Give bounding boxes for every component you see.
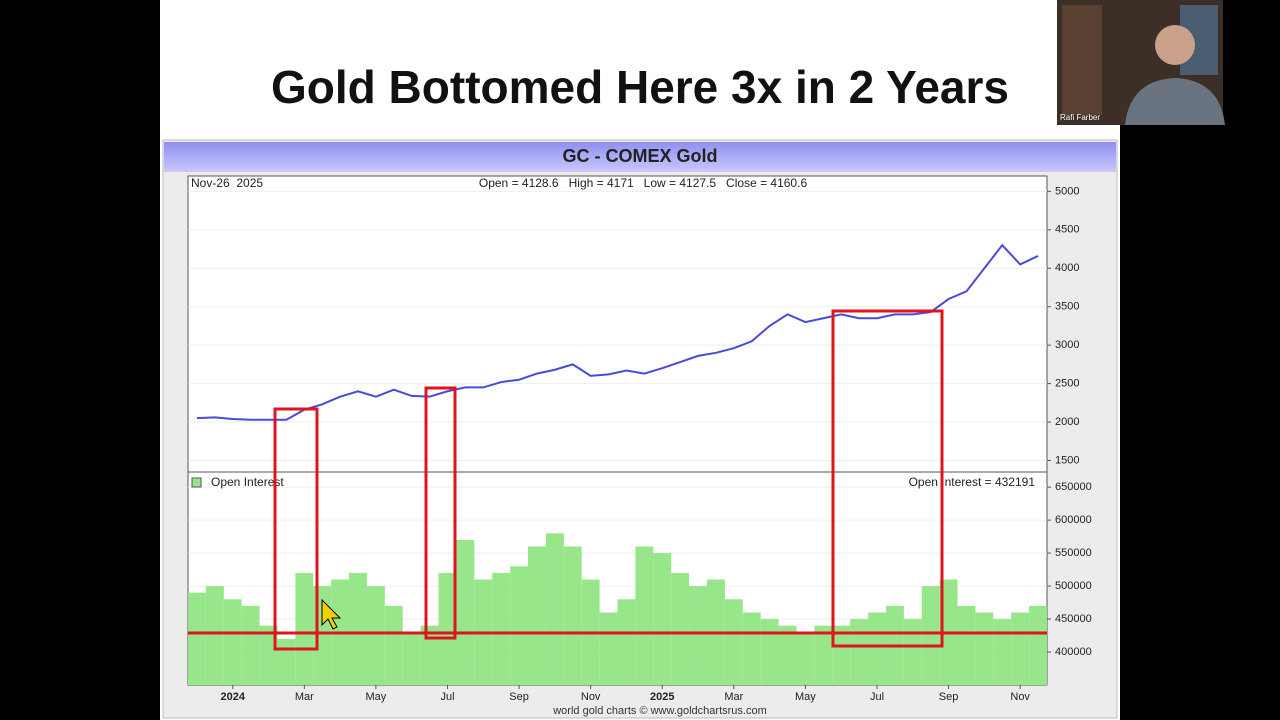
oi-bar — [492, 572, 511, 685]
y-tick-label: 2500 — [1055, 377, 1079, 389]
highlight-box — [831, 309, 944, 648]
y-tick-label: 400000 — [1055, 646, 1092, 658]
y-tick-label: 3500 — [1055, 301, 1079, 313]
oi-bar — [438, 572, 457, 685]
webcam: Rafi Farber — [1057, 0, 1225, 125]
oi-bar — [921, 586, 940, 685]
oi-bar — [420, 625, 439, 685]
y-tick-label: 2000 — [1055, 416, 1079, 428]
oi-bar — [760, 619, 779, 685]
oi-info: Open Interest = 432191 — [909, 475, 1036, 489]
oi-bar — [635, 546, 654, 685]
oi-bar — [277, 638, 296, 685]
y-tick-label: 650000 — [1055, 481, 1092, 493]
highlight-box — [424, 386, 457, 640]
oi-bar — [510, 566, 529, 685]
oi-bar — [456, 539, 475, 685]
oi-bar — [957, 605, 976, 685]
x-tick-label: Nov — [581, 691, 601, 703]
chart-source: world gold charts © www.goldchartsrus.co… — [552, 705, 767, 717]
oi-bar — [868, 612, 886, 685]
chart-title: GC - COMEX Gold — [563, 146, 718, 166]
oi-bar — [402, 632, 421, 685]
y-tick-label: 500000 — [1055, 580, 1092, 592]
y-tick-label: 4000 — [1055, 262, 1079, 274]
oi-bar — [724, 599, 743, 685]
y-tick-label: 450000 — [1055, 613, 1092, 625]
oi-bar — [223, 599, 242, 685]
oi-bar — [349, 572, 367, 685]
y-tick-label: 600000 — [1055, 514, 1092, 526]
presenter-name: Rafi Farber — [1060, 113, 1100, 122]
oi-bar — [599, 612, 618, 685]
x-tick-label: Mar — [724, 691, 743, 703]
x-tick-label: 2024 — [220, 691, 245, 703]
ohlc-info: Open = 4128.6 High = 4171 Low = 4127.5 C… — [479, 176, 808, 190]
oi-bar — [742, 612, 761, 685]
legend-swatch — [191, 477, 202, 488]
oi-bar — [1029, 605, 1047, 685]
slide-title: Gold Bottomed Here 3x in 2 Years — [271, 61, 1009, 113]
oi-bar — [993, 619, 1012, 685]
oi-bar — [796, 632, 815, 685]
x-tick-label: May — [366, 691, 387, 703]
x-tick-label: 2025 — [650, 691, 674, 703]
x-tick-label: Sep — [939, 691, 959, 703]
y-tick-label: 1500 — [1055, 454, 1079, 466]
oi-bar — [778, 625, 797, 685]
y-tick-label: 550000 — [1055, 547, 1092, 559]
x-tick-label: Nov — [1010, 691, 1030, 703]
price-line — [196, 243, 1039, 421]
oi-bar — [563, 546, 582, 685]
oi-bar — [366, 586, 385, 685]
y-tick-label: 3000 — [1055, 339, 1079, 351]
marks: 1500 2000 2500 3000 3500 4000 4500 5000 400000 45… — [188, 185, 1092, 703]
x-tick-label: May — [795, 691, 816, 703]
chart-header — [164, 142, 1116, 172]
oi-bar — [188, 592, 206, 685]
oi-bar — [241, 605, 260, 685]
oi-bar — [295, 572, 314, 685]
cursor — [321, 598, 342, 630]
y-tick-label: 5000 — [1055, 185, 1079, 197]
oi-bar — [528, 546, 546, 685]
oi-bar — [1011, 612, 1030, 685]
oi-bar — [205, 586, 224, 685]
oi-bar — [384, 605, 403, 685]
oi-bar — [689, 586, 707, 685]
chart-date: Nov-26 2025 — [191, 176, 263, 190]
oi-bar — [903, 619, 922, 685]
oi-bar — [975, 612, 994, 685]
oi-bar — [259, 625, 278, 685]
y-tick-label: 4500 — [1055, 224, 1079, 236]
x-tick-label: Sep — [509, 691, 529, 703]
oi-bar — [653, 553, 672, 685]
oi-bar — [814, 625, 833, 685]
x-tick-label: Jul — [870, 691, 884, 703]
highlight-box — [273, 407, 319, 651]
oi-bar — [617, 599, 636, 685]
legend-label: Open Interest — [211, 475, 284, 489]
oi-bar — [545, 533, 564, 685]
oi-bar — [671, 572, 690, 685]
oi-bar — [850, 619, 869, 685]
annotations — [188, 309, 1047, 651]
x-tick-label: Jul — [440, 691, 454, 703]
oi-bar — [832, 625, 851, 685]
x-tick-label: Mar — [295, 691, 314, 703]
